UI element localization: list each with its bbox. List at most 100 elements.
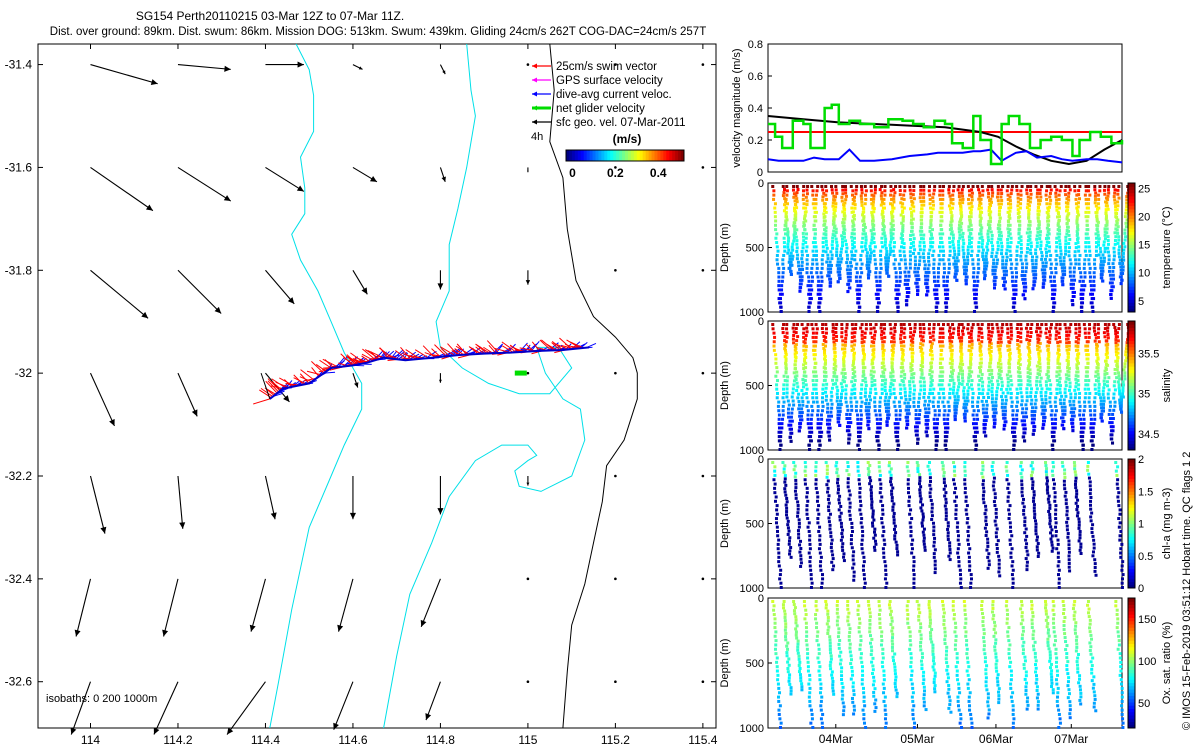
section-sample bbox=[822, 191, 826, 195]
section-sample bbox=[792, 341, 796, 345]
section-sample bbox=[796, 504, 800, 508]
swim-vector bbox=[319, 359, 332, 369]
section-sample bbox=[1086, 357, 1090, 361]
section-sample bbox=[879, 194, 883, 198]
section-sample bbox=[818, 430, 822, 434]
section-sample bbox=[880, 329, 884, 333]
section-sample bbox=[1028, 230, 1032, 234]
section-sample bbox=[845, 261, 849, 265]
section-sample bbox=[1107, 191, 1111, 195]
section-sample bbox=[1004, 398, 1008, 402]
section-sample bbox=[773, 486, 777, 490]
section-sample bbox=[1018, 363, 1022, 367]
geo-velocity-arrow bbox=[249, 578, 266, 632]
section-sample bbox=[1048, 330, 1052, 334]
section-sample bbox=[775, 258, 779, 262]
section-sample bbox=[815, 266, 819, 270]
geo-velocity-arrow bbox=[337, 578, 354, 632]
section-sample bbox=[889, 340, 893, 344]
section-sample bbox=[1114, 344, 1118, 348]
section-sample bbox=[1062, 419, 1066, 423]
section-sample bbox=[1019, 340, 1023, 344]
section-sample bbox=[902, 193, 906, 197]
section-sample bbox=[883, 185, 887, 188]
geo-velocity-arrow bbox=[526, 476, 530, 486]
section-sample bbox=[1119, 404, 1123, 408]
section-sample bbox=[1103, 372, 1107, 376]
section-sample bbox=[892, 200, 896, 204]
section-sample bbox=[827, 501, 831, 505]
colorbar-label: salinity bbox=[1161, 368, 1173, 402]
section-sample bbox=[966, 197, 970, 201]
section-sample bbox=[1121, 380, 1125, 384]
section-sample bbox=[983, 426, 987, 430]
section-sample bbox=[854, 275, 858, 279]
section-sample bbox=[966, 399, 970, 403]
section-sample bbox=[885, 253, 889, 257]
section-sample bbox=[937, 323, 941, 326]
section-sample bbox=[1067, 374, 1071, 378]
section-sample bbox=[1125, 218, 1129, 222]
section-sample bbox=[810, 185, 814, 188]
section-sample bbox=[1043, 278, 1047, 282]
section-sample bbox=[976, 404, 980, 408]
section-sample bbox=[991, 247, 995, 251]
section-sample bbox=[1088, 327, 1092, 331]
section-sample bbox=[1116, 351, 1120, 355]
section-sample bbox=[912, 185, 916, 188]
section-sample bbox=[922, 203, 926, 207]
section-sample bbox=[799, 564, 803, 568]
section-sample bbox=[824, 461, 828, 464]
section-sample bbox=[1040, 323, 1044, 326]
section-sample bbox=[1084, 335, 1088, 339]
section-sample bbox=[783, 197, 787, 201]
section-sample bbox=[1071, 421, 1075, 425]
section-sample bbox=[852, 241, 856, 245]
section-sample bbox=[798, 268, 802, 272]
section-sample bbox=[999, 369, 1003, 373]
section-sample bbox=[1056, 222, 1060, 226]
section-sample bbox=[809, 297, 813, 301]
section-sample bbox=[800, 264, 804, 268]
section-sample bbox=[893, 329, 897, 333]
section-sample bbox=[1085, 206, 1089, 210]
section-sample bbox=[936, 422, 940, 426]
geo-velocity-arrow bbox=[614, 474, 617, 478]
section-sample bbox=[903, 327, 907, 331]
section-sample bbox=[922, 384, 926, 388]
swim-vector bbox=[469, 346, 482, 355]
section-sample bbox=[886, 402, 890, 406]
colorbar-swatch bbox=[595, 150, 599, 161]
section-sample bbox=[951, 378, 955, 382]
section-sample bbox=[922, 188, 926, 192]
section-sample bbox=[783, 355, 787, 359]
section-sample bbox=[1083, 193, 1087, 197]
section-sample bbox=[958, 365, 962, 369]
section-sample bbox=[962, 326, 966, 330]
section-sample bbox=[808, 564, 812, 568]
section-sample bbox=[1019, 197, 1023, 201]
section-sample bbox=[777, 266, 781, 270]
section-sample bbox=[815, 271, 819, 275]
swim-vector bbox=[343, 356, 355, 366]
section-sample bbox=[1062, 256, 1066, 260]
section-sample bbox=[966, 327, 970, 331]
section-sample bbox=[943, 422, 947, 426]
section-sample bbox=[899, 387, 903, 391]
section-sample bbox=[948, 387, 952, 391]
section-sample bbox=[972, 409, 976, 413]
section-sample bbox=[948, 339, 952, 343]
section-sample bbox=[1014, 422, 1018, 426]
section-sample bbox=[1121, 389, 1125, 393]
section-sample bbox=[1002, 269, 1006, 273]
section-sample bbox=[903, 270, 907, 274]
section-sample bbox=[1026, 195, 1030, 199]
section-sample bbox=[1097, 386, 1101, 390]
section-sample bbox=[938, 193, 942, 197]
section-sample bbox=[910, 199, 914, 203]
section-sample bbox=[816, 417, 820, 421]
swim-vector bbox=[300, 369, 315, 381]
section-sample bbox=[802, 202, 806, 206]
section-sample bbox=[1078, 185, 1082, 188]
section-sample bbox=[909, 258, 913, 262]
